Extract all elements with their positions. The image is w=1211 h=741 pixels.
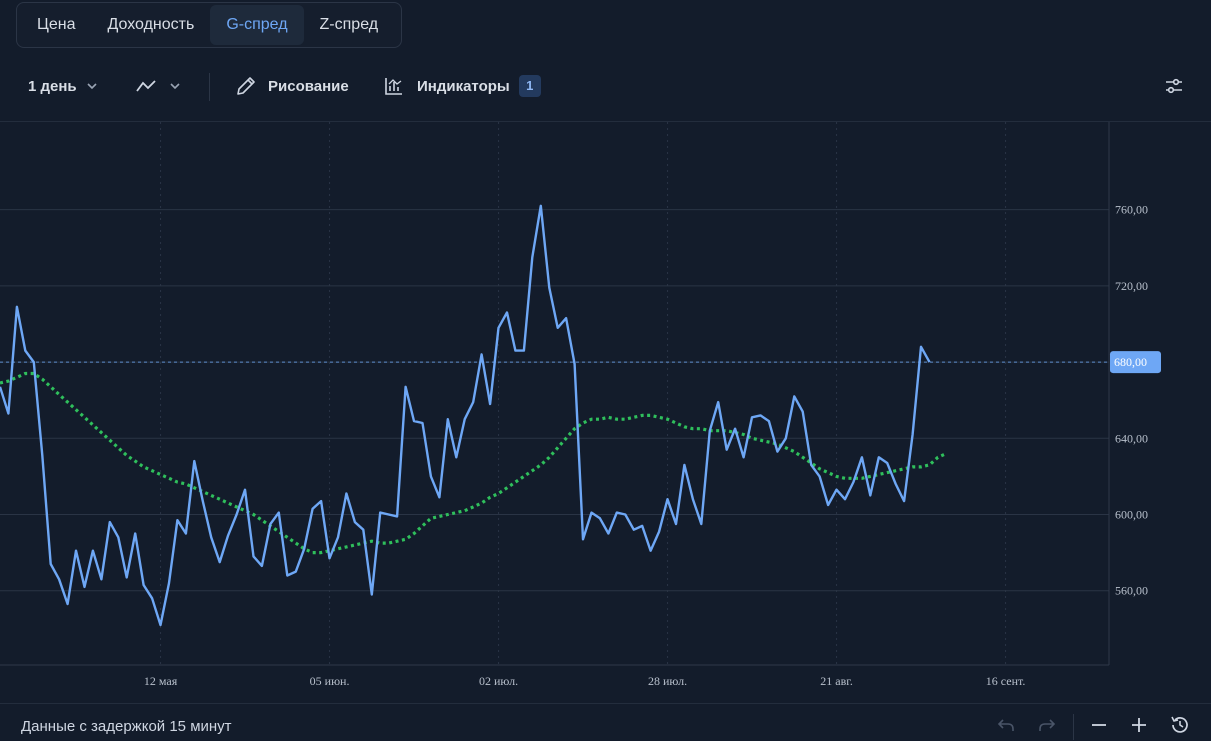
chart-mode-tabs: Цена Доходность G-спред Z-спред — [16, 2, 402, 48]
line-chart-icon — [136, 80, 156, 92]
chart-footer: Данные с задержкой 15 минут — [0, 703, 1211, 741]
minus-icon[interactable] — [1088, 714, 1110, 736]
indicators-button[interactable]: Индикаторы 1 — [384, 62, 541, 110]
x-tick-label: 05 июн. — [310, 674, 350, 688]
x-tick-label: 12 мая — [144, 674, 178, 688]
y-tick-label: 640,00 — [1115, 431, 1148, 445]
drawing-button[interactable]: Рисование — [235, 62, 349, 110]
tab-g-spread[interactable]: G-спред — [210, 5, 304, 45]
x-tick-label: 28 июл. — [648, 674, 687, 688]
delay-note: Данные с задержкой 15 минут — [21, 718, 232, 735]
tab-z-spread[interactable]: Z-спред — [319, 16, 379, 33]
redo-icon[interactable] — [1036, 714, 1058, 736]
current-value-label: 680,00 — [1114, 355, 1147, 369]
current-value-badge — [1110, 351, 1161, 374]
chevron-down-icon — [170, 83, 180, 90]
x-tick-label: 16 сент. — [986, 674, 1026, 688]
g-spread-chart[interactable]: 560,00 600,00 640,00 720,00 760,00 12 мая 05 и… — [0, 122, 1211, 704]
indicators-label: Индикаторы — [417, 77, 510, 95]
chevron-down-icon — [87, 83, 97, 90]
plus-icon[interactable] — [1128, 714, 1150, 736]
period-label: 1 день — [28, 77, 77, 95]
indicators-count-badge: 1 — [518, 75, 541, 97]
footer-divider — [1073, 714, 1074, 740]
indicator-chart-icon — [385, 78, 402, 95]
y-tick-label: 760,00 — [1115, 203, 1148, 217]
history-icon[interactable] — [1169, 714, 1191, 736]
x-tick-label: 21 авг. — [820, 674, 853, 688]
settings-button[interactable] — [1164, 62, 1184, 110]
y-tick-label: 720,00 — [1115, 279, 1148, 293]
tab-price[interactable]: Цена — [37, 16, 76, 33]
chart-area[interactable]: 560,00 600,00 640,00 720,00 760,00 12 мая 05 и… — [0, 121, 1211, 704]
chart-type-dropdown[interactable] — [136, 62, 180, 110]
g-spread-line — [0, 204, 931, 627]
x-tick-label: 02 июл. — [479, 674, 518, 688]
period-dropdown[interactable]: 1 день — [28, 62, 97, 110]
y-tick-label: 560,00 — [1115, 584, 1148, 598]
moving-average-line — [0, 371, 948, 555]
pencil-icon — [237, 77, 255, 95]
chart-toolbar: 1 день Рисование Индикаторы 1 — [0, 62, 1211, 110]
drawing-label: Рисование — [268, 77, 349, 95]
tab-yield[interactable]: Доходность — [107, 16, 195, 33]
sliders-icon — [1166, 78, 1182, 94]
toolbar-divider — [209, 73, 210, 101]
undo-icon[interactable] — [995, 714, 1017, 736]
y-tick-label: 600,00 — [1115, 507, 1148, 521]
